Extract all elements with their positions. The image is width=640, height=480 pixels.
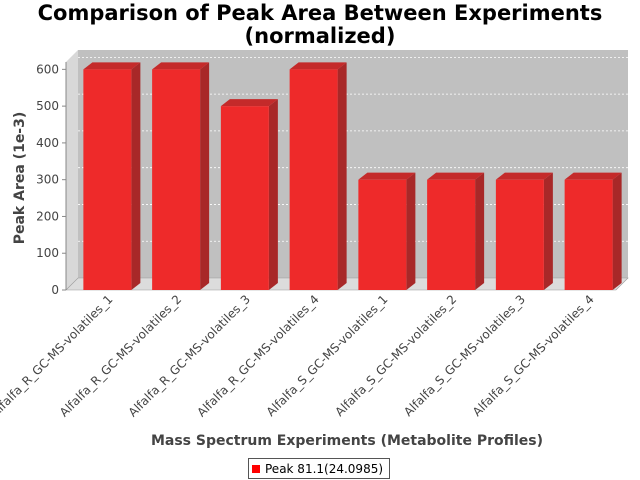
legend-swatch <box>252 464 260 473</box>
x-tick-label: Alfalfa_S_GC-MS-volatiles_1 <box>264 292 391 419</box>
x-tick-label: Alfalfa_S_GC-MS-volatiles_4 <box>470 292 597 419</box>
bar <box>358 179 407 290</box>
x-tick-label: Alfalfa_R_GC-MS-volatiles_4 <box>194 292 321 419</box>
x-tick-label: Alfalfa_S_GC-MS-volatiles_3 <box>401 292 528 419</box>
legend: Peak 81.1(24.0985) <box>248 458 391 479</box>
bar-top <box>289 62 347 70</box>
bar <box>152 69 201 291</box>
bar-side <box>543 172 553 290</box>
y-axis-title: Peak Area (1e-3) <box>12 112 28 245</box>
bar-top <box>427 172 485 180</box>
chart-title-line-1: Comparison of Peak Area Between Experime… <box>37 1 603 25</box>
y-tick-label: 300 <box>36 173 59 187</box>
x-tick-label: Alfalfa_S_GC-MS-volatiles_2 <box>332 292 459 419</box>
y-tick-label: 200 <box>36 209 59 223</box>
bar-top <box>495 172 553 180</box>
x-tick-label: Alfalfa_R_GC-MS-volatiles_3 <box>126 292 253 419</box>
bar <box>564 179 613 290</box>
bar-top <box>152 62 210 70</box>
chart-title: Comparison of Peak Area Between Experime… <box>0 2 640 48</box>
bar <box>289 69 338 291</box>
bar-side <box>131 62 141 290</box>
bar-side <box>475 172 485 290</box>
bar-side <box>200 62 210 290</box>
bar-top <box>83 62 141 70</box>
legend-label: Peak 81.1(24.0985) <box>265 461 384 476</box>
plot-side-wall <box>66 50 78 290</box>
bar-top <box>564 172 622 180</box>
bar-side <box>612 172 622 290</box>
bar-side <box>268 99 278 291</box>
bar-side <box>406 172 416 290</box>
bar <box>427 179 476 290</box>
bar <box>495 179 544 290</box>
x-axis-title: Mass Spectrum Experiments (Metabolite Pr… <box>151 433 543 449</box>
bar-side <box>337 62 347 290</box>
y-tick-label: 100 <box>36 246 59 260</box>
bar <box>220 106 269 291</box>
y-tick-label: 500 <box>36 99 59 113</box>
bar-top <box>358 172 416 180</box>
x-tick-label: Alfalfa_R_GC-MS-volatiles_2 <box>57 292 184 419</box>
chart-title-line-2: (normalized) <box>244 24 396 48</box>
y-tick-label: 0 <box>51 283 59 297</box>
bar <box>83 69 132 291</box>
bar-top <box>220 99 278 107</box>
x-tick-label: Alfalfa_R_GC-MS-volatiles_1 <box>0 292 115 419</box>
y-tick-label: 400 <box>36 136 59 150</box>
y-tick-label: 600 <box>36 62 59 76</box>
